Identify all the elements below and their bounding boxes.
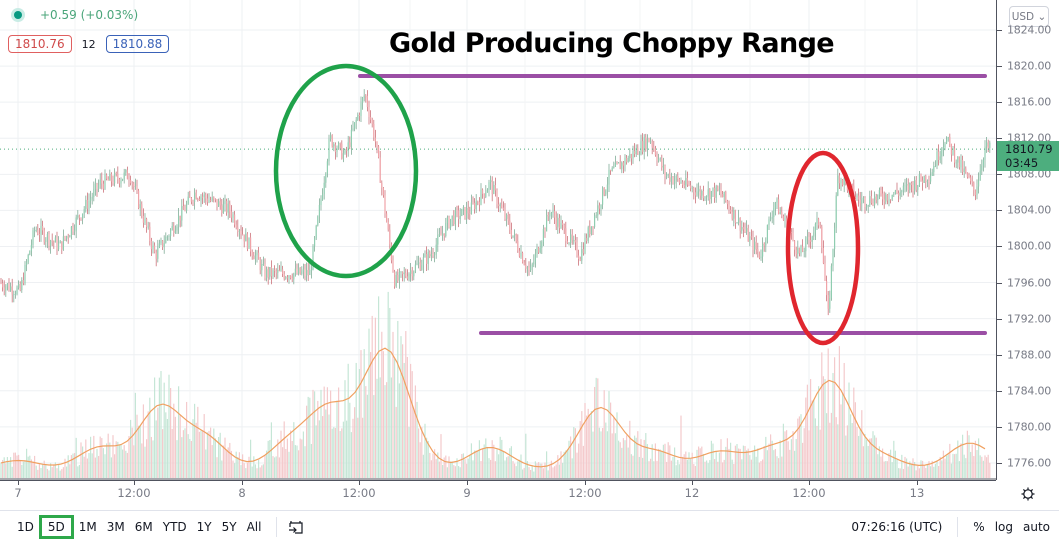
price-tick <box>997 30 1002 31</box>
time-tick <box>585 481 586 485</box>
chart-title-annotation: Gold Producing Choppy Range <box>389 28 835 59</box>
range-button-1y[interactable]: 1Y <box>196 519 212 534</box>
price-tick-label: 1820.00 <box>1007 59 1052 73</box>
price-tick <box>997 282 1002 284</box>
price-tick-label: 1796.00 <box>1007 276 1052 290</box>
divider <box>276 516 278 537</box>
time-tick <box>359 481 360 485</box>
log-scale-toggle[interactable]: log <box>994 519 1013 534</box>
time-tick <box>467 481 468 485</box>
price-tick <box>997 426 1002 428</box>
time-tick <box>18 481 19 485</box>
gridlines <box>0 0 996 480</box>
auto-scale-toggle[interactable]: auto <box>1022 519 1050 534</box>
utc-clock[interactable]: 07:26:16 (UTC) <box>851 519 943 534</box>
candlesticks <box>0 89 991 316</box>
price-tick <box>997 462 1002 464</box>
price-tick <box>997 66 1002 68</box>
price-tick <box>997 390 1002 392</box>
range-button-5y[interactable]: 5Y <box>221 519 237 534</box>
time-tick-label: 9 <box>463 486 471 500</box>
price-tick <box>997 318 1002 320</box>
price-tick <box>997 246 1002 248</box>
date-range-selector: 1D 5D 1M 3M 6M YTD 1Y 5Y All <box>12 514 266 539</box>
volume-moving-average-line <box>0 347 986 468</box>
price-tick-label: 1800.00 <box>1007 239 1052 253</box>
price-tick-label: 1780.00 <box>1007 420 1052 434</box>
price-tick <box>997 354 1002 356</box>
price-tick-label: 1824.00 <box>1007 23 1052 37</box>
price-tick <box>997 210 1002 212</box>
time-tick <box>692 481 693 485</box>
price-tick <box>997 174 1002 176</box>
time-tick <box>917 481 918 485</box>
price-tick <box>997 102 1002 104</box>
time-tick-label: 13 <box>909 486 925 500</box>
volume-histogram <box>0 291 991 478</box>
price-tick-label: 1808.00 <box>1007 167 1052 181</box>
bar-countdown: 03:45 <box>1005 156 1039 170</box>
price-tick <box>997 138 1002 140</box>
range-button-ytd[interactable]: YTD <box>162 519 187 534</box>
price-tick-label: 1788.00 <box>1007 348 1052 362</box>
chart-settings-gear-icon[interactable] <box>996 480 1059 508</box>
range-button-1m[interactable]: 1M <box>78 519 97 534</box>
divider <box>957 516 959 537</box>
goto-date-calendar-icon[interactable] <box>287 518 305 536</box>
spread-value: 12 <box>81 37 96 51</box>
green-ellipse-annotation[interactable] <box>273 63 419 279</box>
range-button-5d[interactable]: 5D <box>38 514 74 539</box>
time-tick-label: 12:00 <box>792 486 826 500</box>
price-tick-label: 1792.00 <box>1007 312 1052 326</box>
bid-ask-panel: 1810.76 12 1810.88 <box>8 35 170 53</box>
chart-plot-area[interactable] <box>0 0 996 480</box>
percent-scale-toggle[interactable]: % <box>973 519 985 534</box>
market-status-dot-icon <box>14 11 22 19</box>
range-button-all[interactable]: All <box>246 519 262 534</box>
red-ellipse-annotation[interactable] <box>785 150 861 346</box>
price-chart[interactable] <box>0 0 996 480</box>
price-tick-label: 1784.00 <box>1007 384 1052 398</box>
last-price-value: 1810.79 <box>1005 142 1053 156</box>
time-tick-label: 12:00 <box>568 486 602 500</box>
time-tick <box>809 481 810 485</box>
time-tick-label: 7 <box>14 486 22 500</box>
time-tick <box>134 481 135 485</box>
buy-price-button[interactable]: 1810.88 <box>105 35 170 53</box>
price-change: +0.59 (+0.03%) <box>40 8 139 22</box>
range-button-3m[interactable]: 3M <box>106 519 125 534</box>
time-tick-label: 12:00 <box>117 486 151 500</box>
currency-button[interactable]: USD ⌄ <box>1009 6 1049 27</box>
price-axis[interactable]: USD ⌄ 1776.00 1780.00 1784.00 1788.00 1792.0… <box>996 0 1059 480</box>
time-tick-label: 8 <box>238 486 246 500</box>
time-tick <box>242 481 243 485</box>
sell-price-button[interactable]: 1810.76 <box>8 35 72 53</box>
time-tick-label: 12:00 <box>342 486 376 500</box>
range-button-6m[interactable]: 6M <box>134 519 153 534</box>
bottom-toolbar: 1D 5D 1M 3M 6M YTD 1Y 5Y All 07:26:16 (UTC) % lo… <box>0 510 1059 542</box>
price-tick-label: 1776.00 <box>1007 456 1052 470</box>
range-button-1d[interactable]: 1D <box>17 519 34 534</box>
price-tick-label: 1804.00 <box>1007 203 1052 217</box>
symbol-legend: +0.59 (+0.03%) <box>14 8 138 22</box>
last-price-label: 1810.79 03:45 <box>997 141 1059 171</box>
price-tick-label: 1816.00 <box>1007 95 1052 109</box>
time-axis[interactable]: 7 12:00 8 12:00 9 12:00 12 12:00 13 <box>0 480 996 509</box>
time-tick-label: 12 <box>684 486 700 500</box>
